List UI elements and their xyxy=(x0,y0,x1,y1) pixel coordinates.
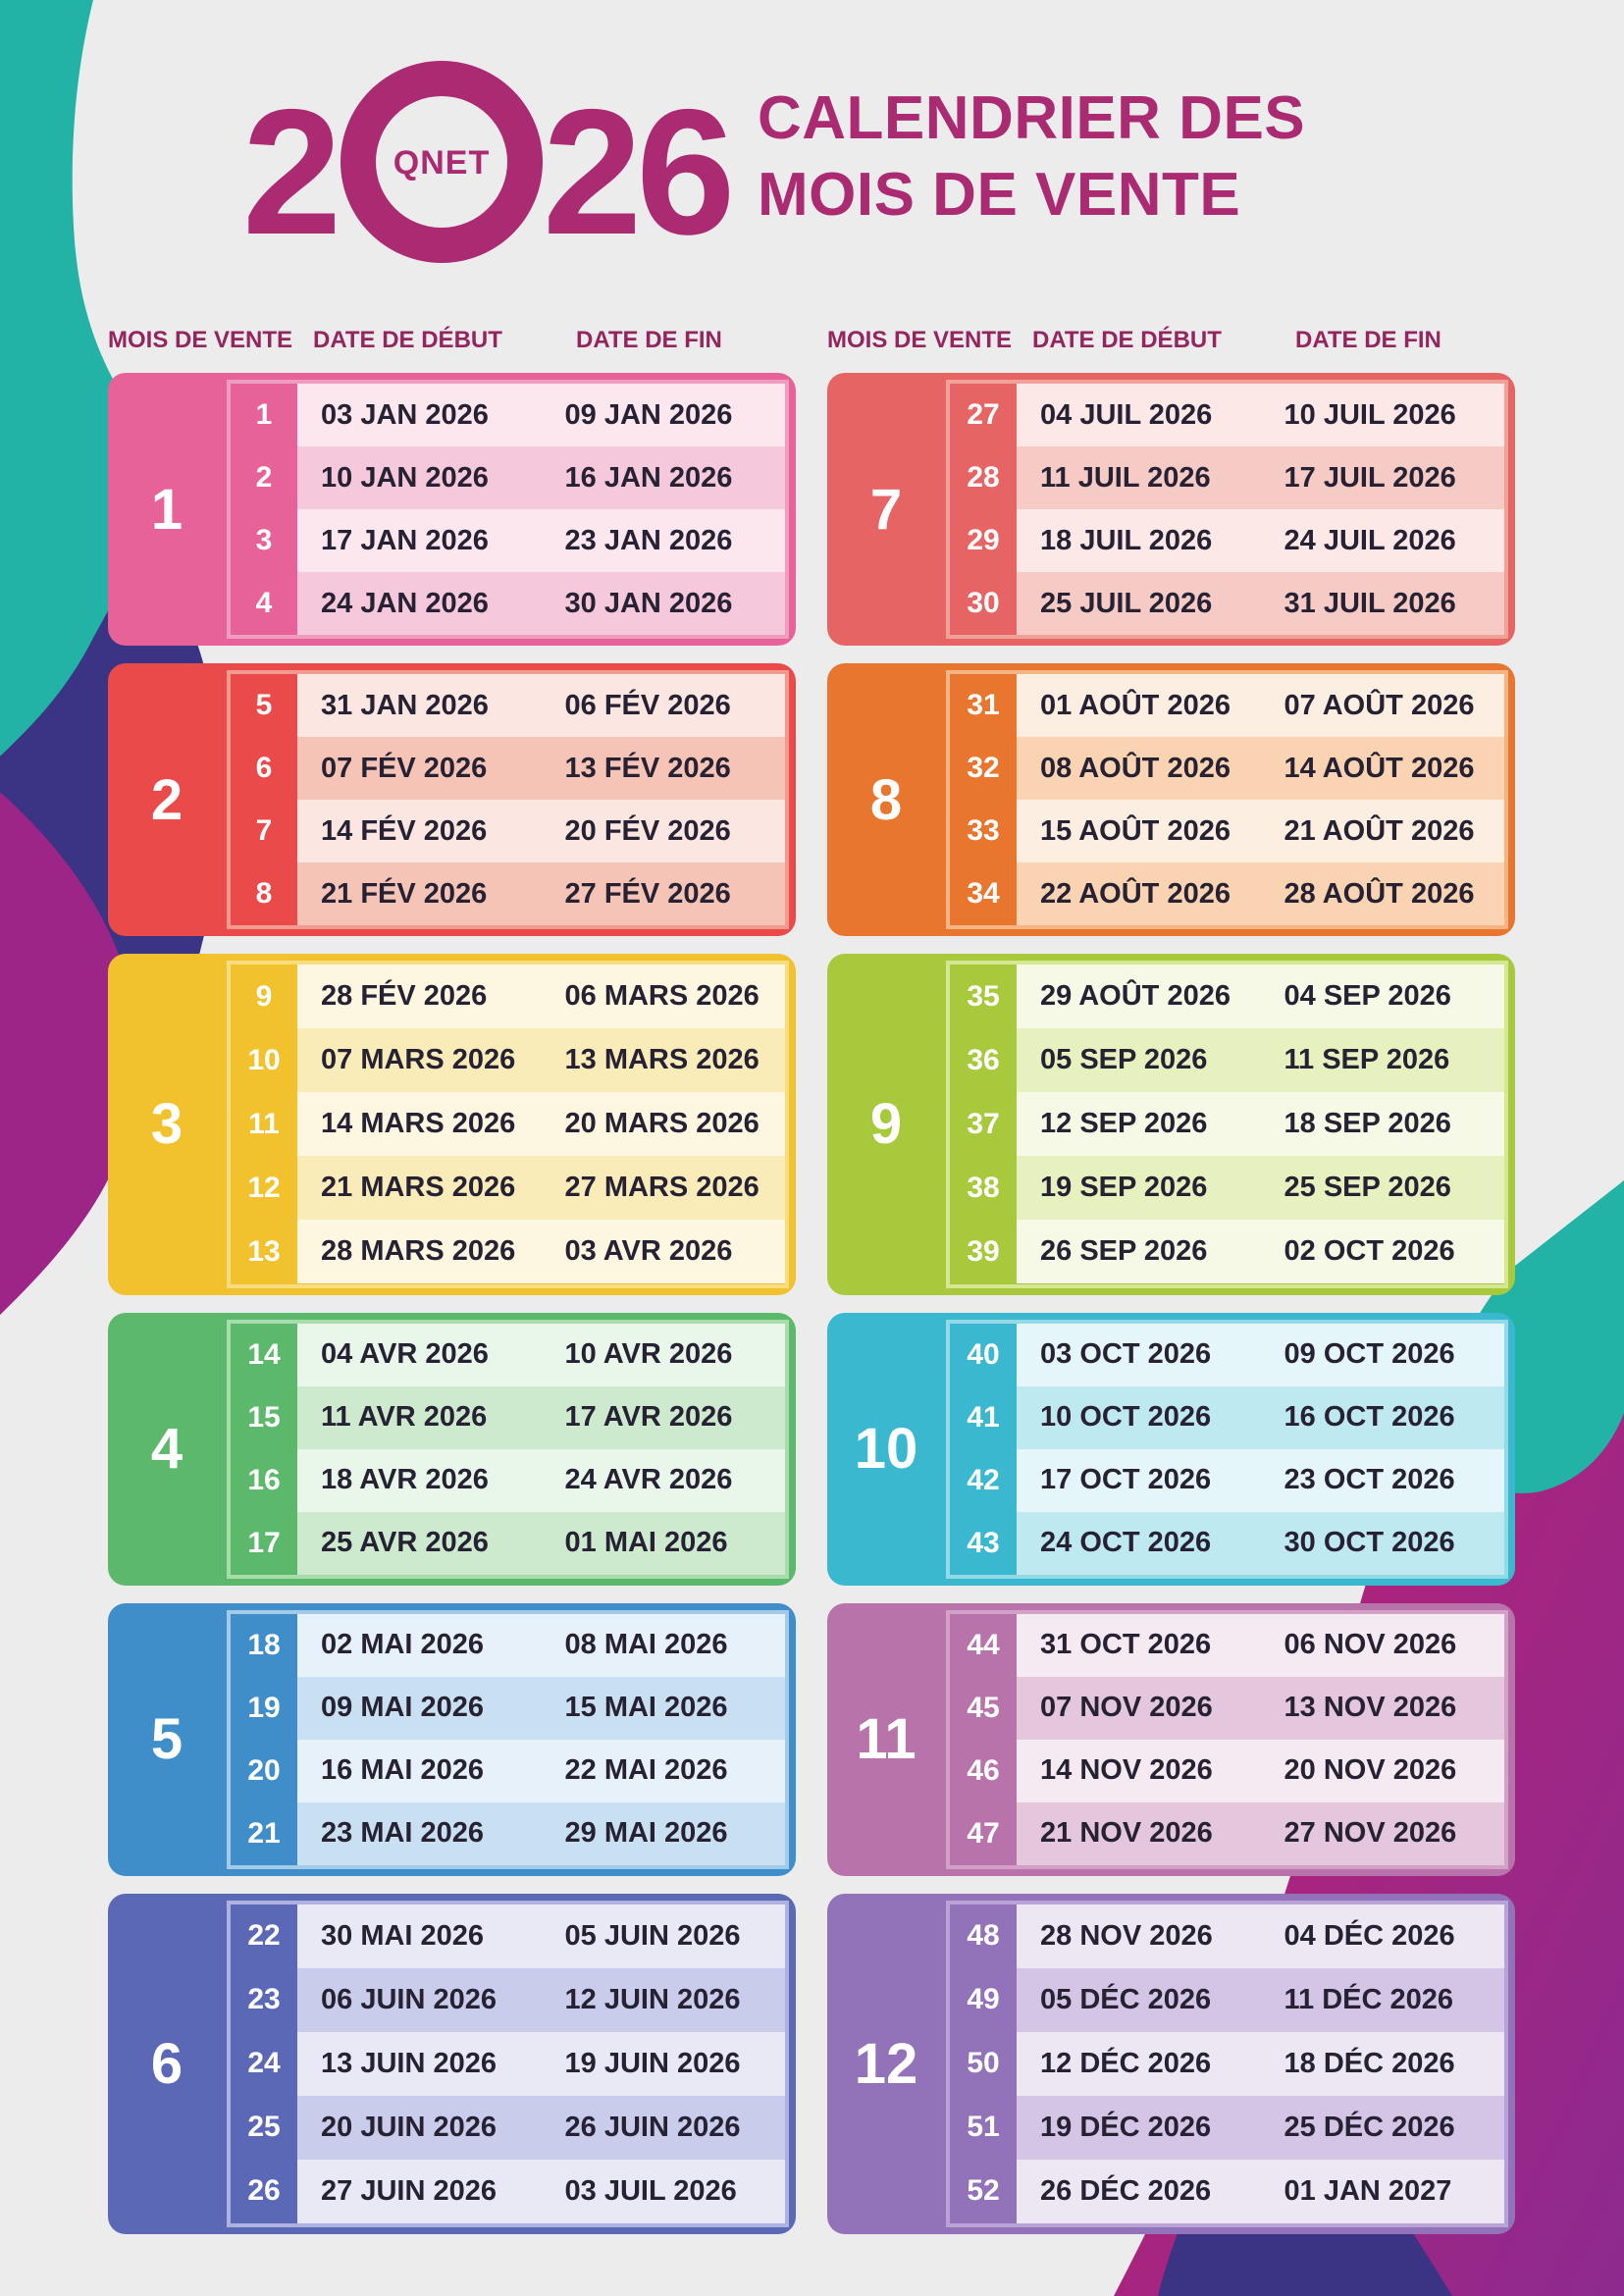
svg-text:2: 2 xyxy=(242,72,336,272)
svg-text:26: 26 xyxy=(543,72,729,272)
svg-text:QNET: QNET xyxy=(393,144,490,182)
